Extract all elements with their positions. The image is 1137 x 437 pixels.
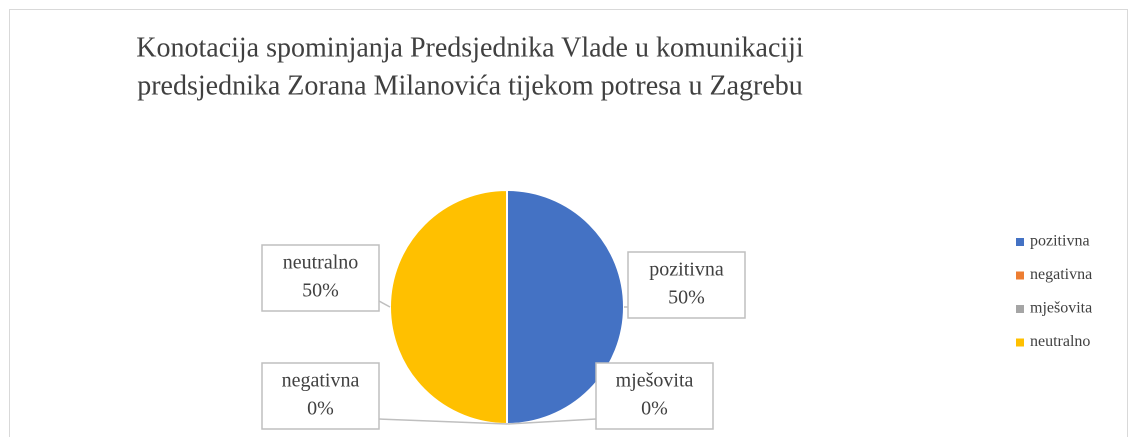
leader-line	[378, 300, 391, 308]
legend-swatch	[1016, 305, 1024, 313]
label-box	[627, 251, 746, 319]
pie-slice	[506, 188, 625, 426]
data-label-name: pozitivna	[649, 259, 724, 281]
legend-label: neutralno	[1030, 333, 1090, 350]
legend-swatch	[1016, 338, 1024, 347]
data-label: 50%	[302, 280, 339, 302]
chart-title: Konotacija spominjanja Predsjednika Vlad…	[136, 32, 804, 63]
data-label-name: negativna	[282, 370, 360, 392]
data-label: 50%	[668, 287, 705, 309]
leader-line	[378, 418, 508, 425]
legend-label: pozitivna	[1030, 233, 1090, 250]
legend-label: negativna	[1030, 266, 1092, 283]
legend-swatch	[1016, 238, 1024, 246]
legend-swatch	[1016, 271, 1024, 280]
label-box	[595, 362, 714, 430]
legend-label: mješovita	[1030, 300, 1092, 317]
label-box	[261, 244, 380, 312]
leader-line	[506, 418, 597, 425]
data-label: 0%	[641, 398, 668, 420]
label-box	[261, 362, 380, 430]
data-label-name: neutralno	[283, 252, 359, 274]
data-label: 0%	[307, 398, 334, 420]
pie-slice	[389, 188, 508, 426]
chart-title: predsjednika Zorana Milanovića tijekom p…	[137, 70, 803, 101]
data-label-name: mješovita	[616, 370, 694, 392]
